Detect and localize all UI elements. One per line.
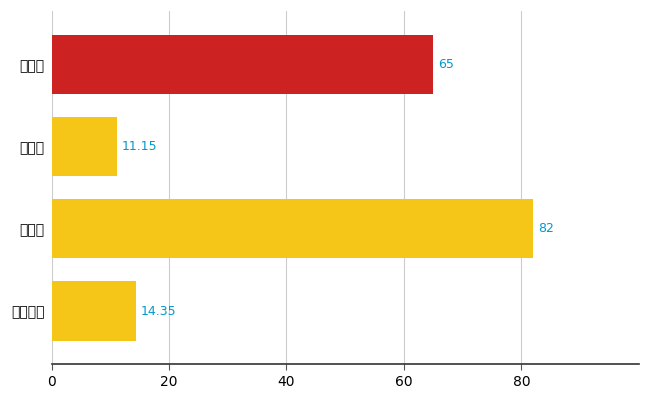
Bar	[51, 199, 533, 258]
Text: 65: 65	[438, 58, 454, 71]
Text: 14.35: 14.35	[140, 304, 176, 318]
Bar	[51, 282, 136, 341]
Text: 82: 82	[538, 222, 554, 235]
Bar	[51, 117, 117, 176]
Text: 11.15: 11.15	[122, 140, 157, 153]
Bar	[51, 35, 434, 94]
